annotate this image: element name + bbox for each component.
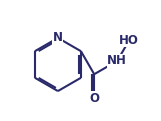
Text: O: O — [89, 92, 99, 105]
Text: NH: NH — [107, 54, 127, 67]
Text: N: N — [53, 31, 63, 44]
Text: HO: HO — [119, 34, 139, 47]
